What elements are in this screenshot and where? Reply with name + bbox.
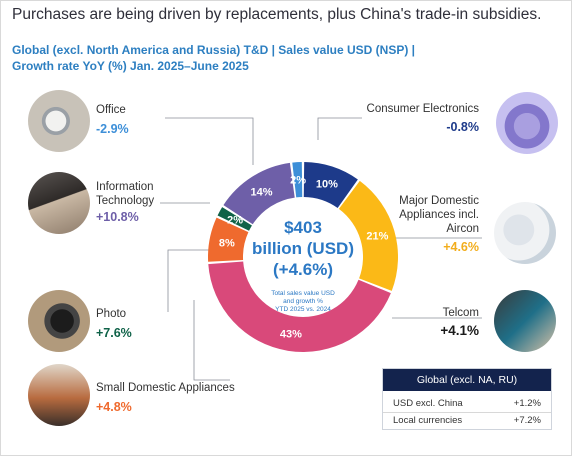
- subtitle-line-1: Global (excl. North America and Russia) …: [12, 43, 416, 57]
- growth-office: -2.9%: [96, 122, 129, 136]
- label-ce: Consumer Electronics: [366, 103, 479, 115]
- slice-label-office: 2%: [290, 175, 306, 187]
- center-value: $403: [284, 218, 322, 237]
- slice-office: [292, 162, 303, 198]
- slice-value-labels: 10% 21% 43% 8% 2% 14% 2%: [219, 175, 389, 341]
- slice-label-telcom: 43%: [280, 329, 302, 341]
- label-photo: Photo: [96, 308, 127, 320]
- donut-center-caption: Total sales value USD and growth % YTD 2…: [248, 290, 358, 314]
- label-office: Office: [96, 104, 126, 116]
- table-row-value: +7.2%: [513, 415, 541, 426]
- label-mda-line1: Major Domestic: [399, 195, 479, 207]
- subtitle-line-2: Growth rate YoY (%) Jan. 2025–June 2025: [12, 59, 249, 73]
- growth-it: +10.8%: [96, 210, 139, 224]
- donut-center-total: $403 billion (USD) (+4.6%): [238, 217, 368, 280]
- slice-label-ce: 10%: [316, 178, 338, 190]
- leader-line-office: [165, 117, 254, 165]
- slice-photo: [217, 207, 252, 231]
- summary-table: Global (excl. NA, RU) USD excl. China +1…: [382, 368, 552, 430]
- leader-line-ce: [317, 117, 362, 140]
- table-row-value: +1.2%: [513, 398, 541, 409]
- it-photo: [28, 172, 90, 234]
- slice-label-mda: 21%: [366, 230, 388, 242]
- slice-label-sda: 8%: [219, 237, 235, 249]
- summary-table-title: Global (excl. NA, RU): [383, 369, 551, 391]
- table-row-label: USD excl. China: [393, 398, 463, 409]
- growth-telcom: +4.1%: [440, 323, 479, 338]
- label-mda-line2: Appliances incl.: [399, 209, 479, 221]
- slice-sda: [208, 217, 249, 262]
- donut-slices: [208, 162, 398, 353]
- slice-ce: [303, 162, 358, 209]
- label-mda-line3: Aircon: [446, 223, 479, 235]
- center-growth: (+4.6%): [273, 260, 333, 279]
- center-caption-2: and growth %: [283, 298, 323, 305]
- leader-line-photo: [167, 249, 212, 312]
- label-sda: Small Domestic Appliances: [96, 382, 235, 394]
- label-telcom: Telcom: [442, 307, 479, 319]
- growth-mda: +4.6%: [443, 240, 479, 254]
- office-photo: [28, 90, 90, 152]
- appliance-photo: [494, 202, 556, 264]
- label-it-line2: Technology: [96, 195, 155, 207]
- growth-sda: +4.8%: [96, 400, 132, 414]
- label-it-line1: Information: [96, 181, 154, 193]
- slice-telcom: [208, 261, 391, 353]
- chart-subtitle: Global (excl. North America and Russia) …: [12, 42, 452, 74]
- center-unit: billion (USD): [252, 239, 354, 258]
- growth-photo: +7.6%: [96, 326, 132, 340]
- camera-photo: [28, 290, 90, 352]
- center-caption-3: YTD 2025 vs. 2024: [275, 306, 331, 313]
- small-appliance-photo: [28, 364, 90, 426]
- growth-ce: -0.8%: [446, 120, 479, 134]
- center-caption-1: Total sales value USD: [271, 290, 335, 297]
- slice-label-it: 14%: [250, 187, 272, 199]
- headline: Purchases are being driven by replacemen…: [12, 6, 542, 23]
- table-row: USD excl. China +1.2%: [383, 396, 551, 413]
- slice-mda: [338, 180, 398, 291]
- slice-it: [223, 162, 295, 225]
- table-row-label: Local currencies: [393, 415, 463, 426]
- table-row: Local currencies +7.2%: [383, 413, 551, 429]
- phone-photo: [494, 290, 556, 352]
- leader-line-sda: [193, 300, 230, 381]
- headphones-photo: [496, 92, 558, 154]
- label-mda: Major Domestic Appliances incl. Aircon: [364, 194, 479, 236]
- label-it: Information Technology: [96, 180, 154, 208]
- leader-lines: [160, 117, 482, 381]
- slice-label-photo: 2%: [227, 215, 243, 227]
